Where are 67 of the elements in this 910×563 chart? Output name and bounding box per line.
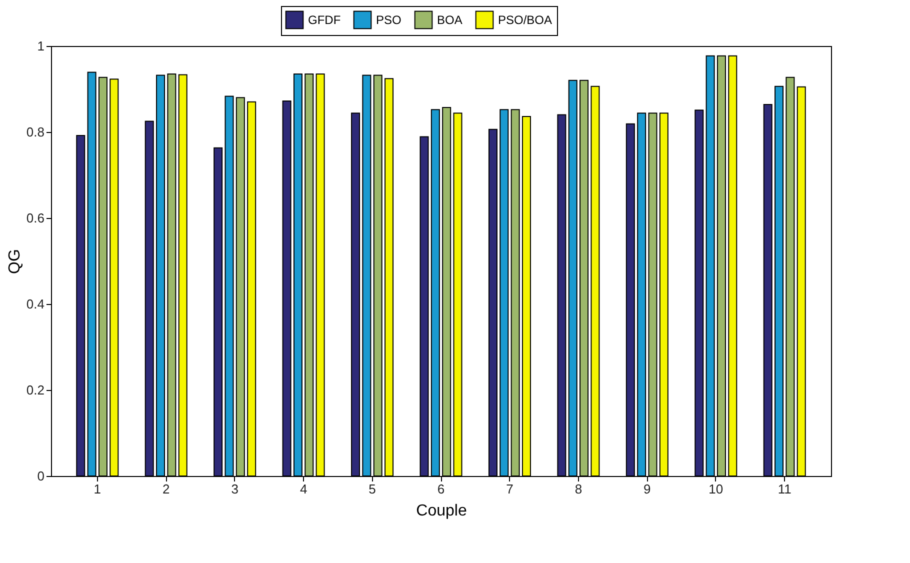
bar bbox=[786, 76, 795, 476]
bar bbox=[351, 112, 360, 476]
bar bbox=[316, 73, 325, 476]
y-tick-label: 1 bbox=[37, 38, 44, 54]
bar bbox=[430, 109, 440, 476]
bar bbox=[98, 76, 108, 476]
bar bbox=[384, 78, 394, 476]
bar bbox=[247, 101, 256, 476]
bar bbox=[637, 112, 646, 476]
legend-label: PSO bbox=[376, 12, 402, 27]
x-tick-label: 5 bbox=[368, 482, 376, 496]
legend-label: GFDF bbox=[308, 12, 341, 27]
y-tick-label: 0.6 bbox=[26, 210, 44, 226]
bar bbox=[557, 114, 566, 476]
y-tick-label: 0.8 bbox=[26, 124, 44, 140]
bar bbox=[167, 73, 176, 476]
bar bbox=[76, 134, 86, 476]
bar bbox=[796, 86, 806, 476]
x-tick-label: 3 bbox=[231, 482, 238, 496]
bar bbox=[304, 73, 314, 476]
bar bbox=[774, 86, 784, 476]
x-axis-title: Couple bbox=[416, 502, 467, 520]
x-tick-label: 10 bbox=[708, 482, 724, 496]
bar bbox=[510, 109, 520, 476]
bar bbox=[178, 74, 188, 476]
bar bbox=[442, 106, 452, 476]
bar bbox=[763, 104, 772, 476]
x-tick-label: 9 bbox=[644, 482, 651, 496]
bar bbox=[373, 74, 382, 476]
bar bbox=[236, 97, 245, 476]
bar bbox=[144, 120, 154, 476]
bar bbox=[626, 123, 635, 476]
bar bbox=[214, 147, 223, 476]
bar bbox=[522, 116, 531, 476]
x-tick-label: 7 bbox=[506, 482, 514, 496]
y-axis-title: QG bbox=[6, 249, 24, 274]
x-tick-label: 8 bbox=[574, 482, 582, 496]
bar bbox=[568, 80, 578, 476]
bar bbox=[706, 55, 715, 476]
bar bbox=[156, 74, 166, 476]
bar bbox=[110, 78, 119, 476]
y-tick-label: 0.4 bbox=[26, 296, 44, 312]
x-tick-label: 6 bbox=[437, 482, 445, 496]
bar bbox=[362, 74, 372, 476]
x-tick-label: 2 bbox=[162, 482, 170, 496]
bar bbox=[293, 73, 302, 476]
bar bbox=[580, 80, 589, 476]
bar bbox=[420, 136, 429, 476]
legend-label: PSO/BOA bbox=[498, 12, 552, 27]
bar bbox=[224, 96, 234, 476]
x-tick-label: 4 bbox=[300, 482, 308, 496]
bar bbox=[282, 100, 292, 476]
bar bbox=[728, 55, 738, 476]
bar bbox=[694, 110, 704, 476]
bar bbox=[648, 112, 658, 476]
y-tick-label: 0 bbox=[37, 468, 44, 484]
bar bbox=[716, 55, 726, 476]
x-tick-label: 11 bbox=[778, 482, 792, 496]
bar bbox=[590, 86, 600, 476]
bar bbox=[659, 112, 668, 476]
bar bbox=[87, 72, 96, 476]
x-tick-label: 1 bbox=[94, 482, 102, 496]
y-tick-label: 0.2 bbox=[26, 382, 44, 398]
legend-label: BOA bbox=[437, 12, 462, 27]
bar bbox=[453, 112, 462, 476]
bar bbox=[500, 109, 509, 476]
bar bbox=[488, 128, 498, 476]
